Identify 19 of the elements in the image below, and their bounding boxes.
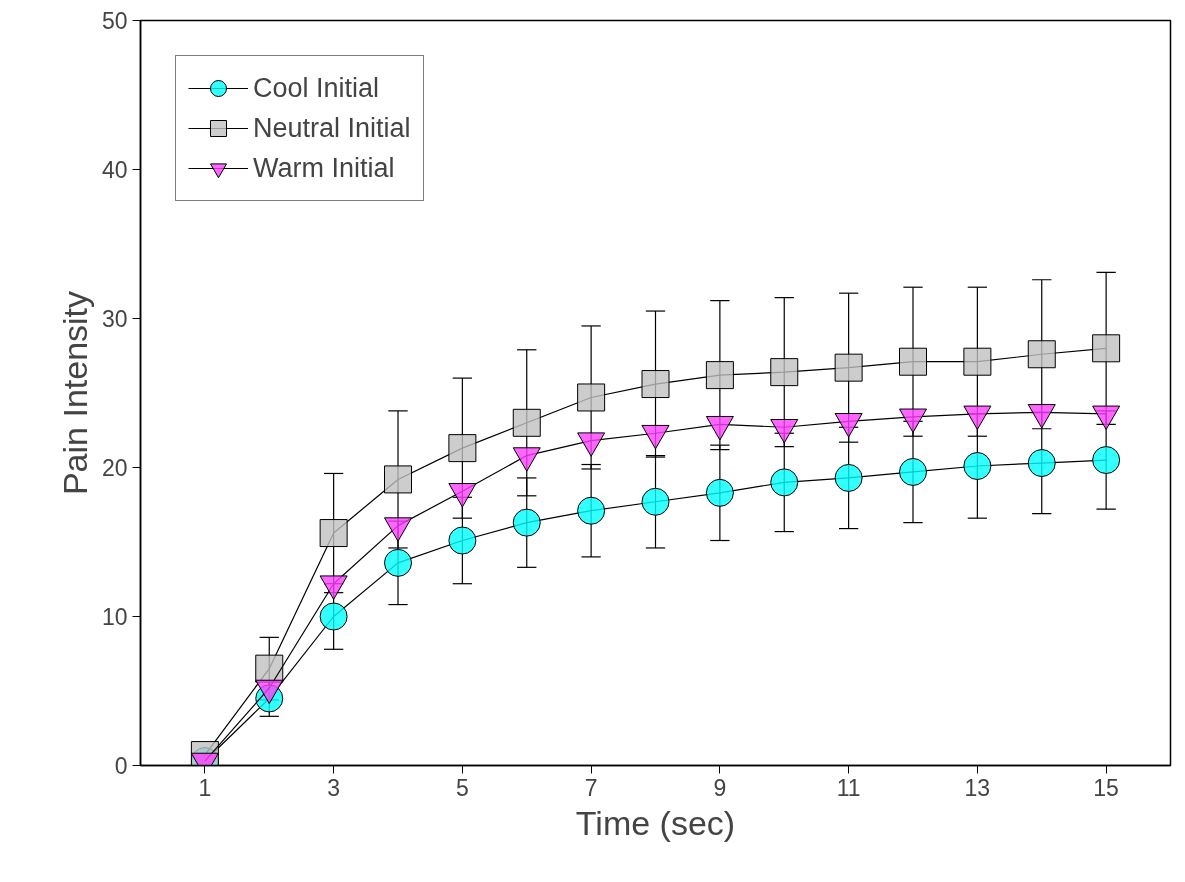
x-tick-label: 5 [455,774,469,801]
y-tick-label: 30 [101,306,128,332]
x-tick-label: 13 [964,774,991,801]
x-tick-label: 7 [584,774,598,801]
y-tick-label: 40 [101,157,128,183]
x-tick-label: 9 [713,774,727,801]
legend-label: Warm Initial [253,152,395,184]
y-axis-title: Pain Intensity [55,290,94,496]
legend-label: Neutral Initial [253,112,411,144]
y-tick-label: 10 [101,604,128,630]
x-tick-label: 1 [198,774,212,801]
legend-label: Cool Initial [253,72,380,104]
x-axis-title: Time (sec) [575,803,736,842]
x-tick-label: 3 [327,774,341,801]
x-tick-label: 11 [836,774,861,801]
y-tick-label: 50 [101,8,128,34]
x-tick-label: 15 [1093,774,1119,801]
y-tick-label: 20 [101,455,128,481]
y-tick-label: 0 [114,753,128,779]
